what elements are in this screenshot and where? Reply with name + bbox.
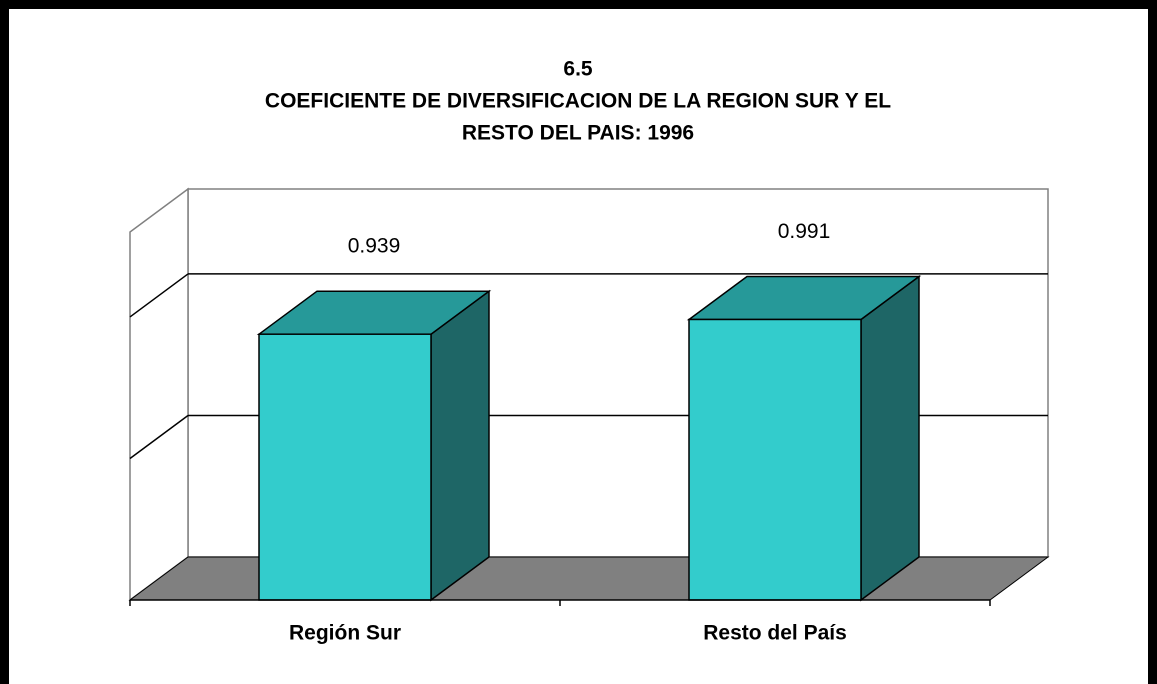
x-tick-label: Resto del País xyxy=(703,622,847,645)
grid-line xyxy=(129,414,189,460)
frame-right xyxy=(1148,0,1157,684)
chart-title: RESTO DEL PAIS: 1996 xyxy=(462,122,694,145)
frame-left xyxy=(0,0,9,684)
frame-top xyxy=(0,0,1157,9)
bar xyxy=(258,333,432,601)
bar-side xyxy=(430,289,490,602)
value-label: 0.939 xyxy=(348,235,401,258)
x-tick-label: Región Sur xyxy=(289,622,401,645)
chart-title: 6.5 xyxy=(563,58,593,81)
value-label: 0.991 xyxy=(778,220,831,243)
side-wall xyxy=(129,187,189,602)
bar xyxy=(688,318,862,601)
chart-title: COEFICIENTE DE DIVERSIFICACION DE LA REG… xyxy=(265,90,891,113)
grid-line xyxy=(129,273,189,318)
bar-side xyxy=(860,274,920,602)
